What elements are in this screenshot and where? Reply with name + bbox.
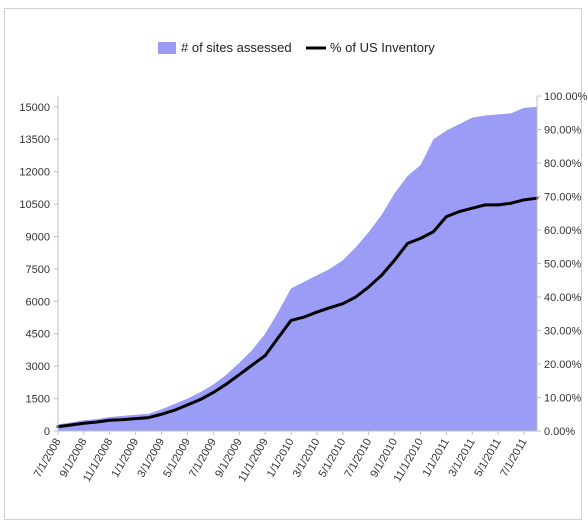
left-tick-label: 4500 — [26, 329, 50, 341]
right-tick-label: 20.00% — [544, 359, 582, 371]
left-tick-label: 3000 — [26, 361, 50, 373]
right-tick-label: 0.00% — [544, 426, 575, 438]
right-tick-label: 60.00% — [544, 225, 582, 237]
right-tick-label: 80.00% — [544, 158, 582, 170]
legend-label-us-inventory: % of US Inventory — [330, 40, 435, 55]
left-tick-label: 12000 — [19, 167, 50, 179]
right-tick-label: 70.00% — [544, 192, 582, 204]
legend: # of sites assessed % of US Inventory — [158, 40, 435, 55]
left-tick-label: 6000 — [26, 296, 50, 308]
left-tick-label: 1500 — [26, 394, 50, 406]
right-tick-label: 90.00% — [544, 125, 582, 137]
left-tick-label: 9000 — [26, 231, 50, 243]
line-us-inventory — [56, 196, 539, 429]
left-tick-label: 15000 — [19, 102, 50, 114]
right-tick-label: 100.00% — [544, 91, 588, 103]
legend-label-sites-assessed: # of sites assessed — [181, 40, 292, 55]
left-tick-label: 13500 — [19, 134, 50, 146]
left-tick-label: 7500 — [26, 264, 50, 276]
right-tick-label: 10.00% — [544, 393, 582, 405]
right-tick-label: 40.00% — [544, 292, 582, 304]
right-tick-label: 30.00% — [544, 326, 582, 338]
right-tick-label: 50.00% — [544, 259, 582, 271]
legend-swatch-sites-assessed — [158, 42, 176, 54]
left-tick-label: 10500 — [19, 199, 50, 211]
left-tick-label: 0 — [44, 426, 50, 438]
plot-layer — [56, 106, 539, 431]
area-sites-assessed — [58, 106, 537, 431]
